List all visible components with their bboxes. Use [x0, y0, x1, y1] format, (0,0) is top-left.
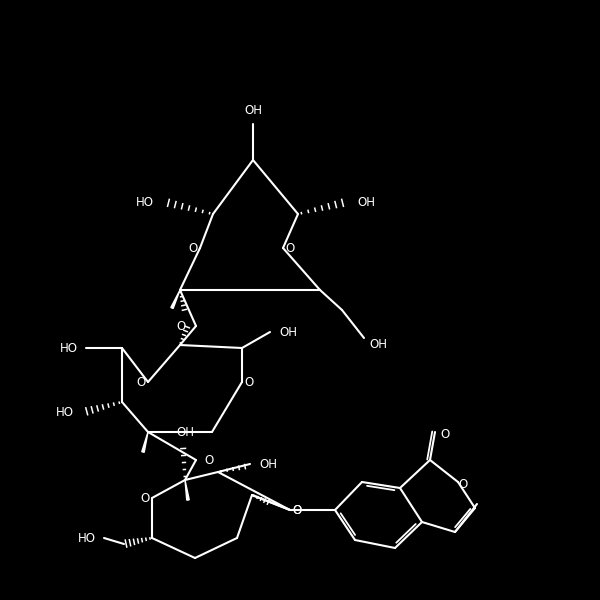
Polygon shape — [185, 480, 189, 500]
Polygon shape — [171, 290, 180, 308]
Text: OH: OH — [369, 337, 387, 350]
Text: O: O — [292, 503, 302, 517]
Text: HO: HO — [78, 532, 96, 545]
Text: O: O — [140, 491, 149, 505]
Text: O: O — [458, 479, 467, 491]
Text: O: O — [204, 454, 213, 467]
Polygon shape — [142, 432, 148, 452]
Text: OH: OH — [357, 196, 375, 208]
Text: O: O — [177, 319, 186, 332]
Text: HO: HO — [136, 196, 154, 208]
Text: O: O — [286, 241, 295, 254]
Text: O: O — [136, 376, 146, 389]
Text: OH: OH — [176, 425, 194, 439]
Text: OH: OH — [259, 457, 277, 470]
Text: HO: HO — [60, 341, 78, 355]
Text: HO: HO — [56, 406, 74, 419]
Text: OH: OH — [279, 325, 297, 338]
Text: O: O — [292, 503, 302, 517]
Text: O: O — [440, 427, 449, 440]
Text: O: O — [244, 376, 254, 389]
Text: O: O — [188, 241, 197, 254]
Text: OH: OH — [244, 103, 262, 116]
